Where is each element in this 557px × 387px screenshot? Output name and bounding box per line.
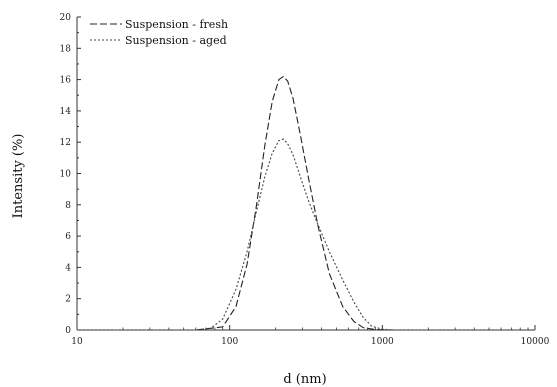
y-axis: 0 2 4 6 8 10 12 14 16 18 20 <box>60 13 81 336</box>
y-tick-label: 12 <box>60 138 71 148</box>
x-tick-label: 100 <box>221 337 238 347</box>
y-tick-label: 6 <box>65 232 71 242</box>
x-tick-label: 1000 <box>371 337 394 347</box>
plot-frame <box>76 17 535 331</box>
y-tick-label: 8 <box>65 201 71 211</box>
y-tick-label: 4 <box>65 263 71 273</box>
y-tick-label: 14 <box>60 107 72 117</box>
y-tick-label: 0 <box>65 326 71 336</box>
y-tick-label: 18 <box>60 44 72 54</box>
legend-label: Suspension - aged <box>125 34 227 47</box>
series-line-fresh <box>77 75 535 331</box>
y-tick-label: 10 <box>60 170 72 180</box>
x-axis: 10 100 1000 10000 <box>71 325 550 347</box>
y-tick-label: 16 <box>60 76 72 86</box>
y-tick-label: 20 <box>60 13 72 23</box>
legend: Suspension - fresh Suspension - aged <box>90 18 228 47</box>
data-lines <box>77 75 535 331</box>
x-tick-label: 10000 <box>521 337 550 347</box>
legend-label: Suspension - fresh <box>125 18 228 31</box>
y-tick-label: 2 <box>65 295 71 305</box>
x-tick-label: 10 <box>71 337 83 347</box>
x-axis-title: d (nm) <box>283 372 326 387</box>
series-line-aged <box>77 138 535 331</box>
y-axis-title: Intensity (%) <box>11 134 26 219</box>
